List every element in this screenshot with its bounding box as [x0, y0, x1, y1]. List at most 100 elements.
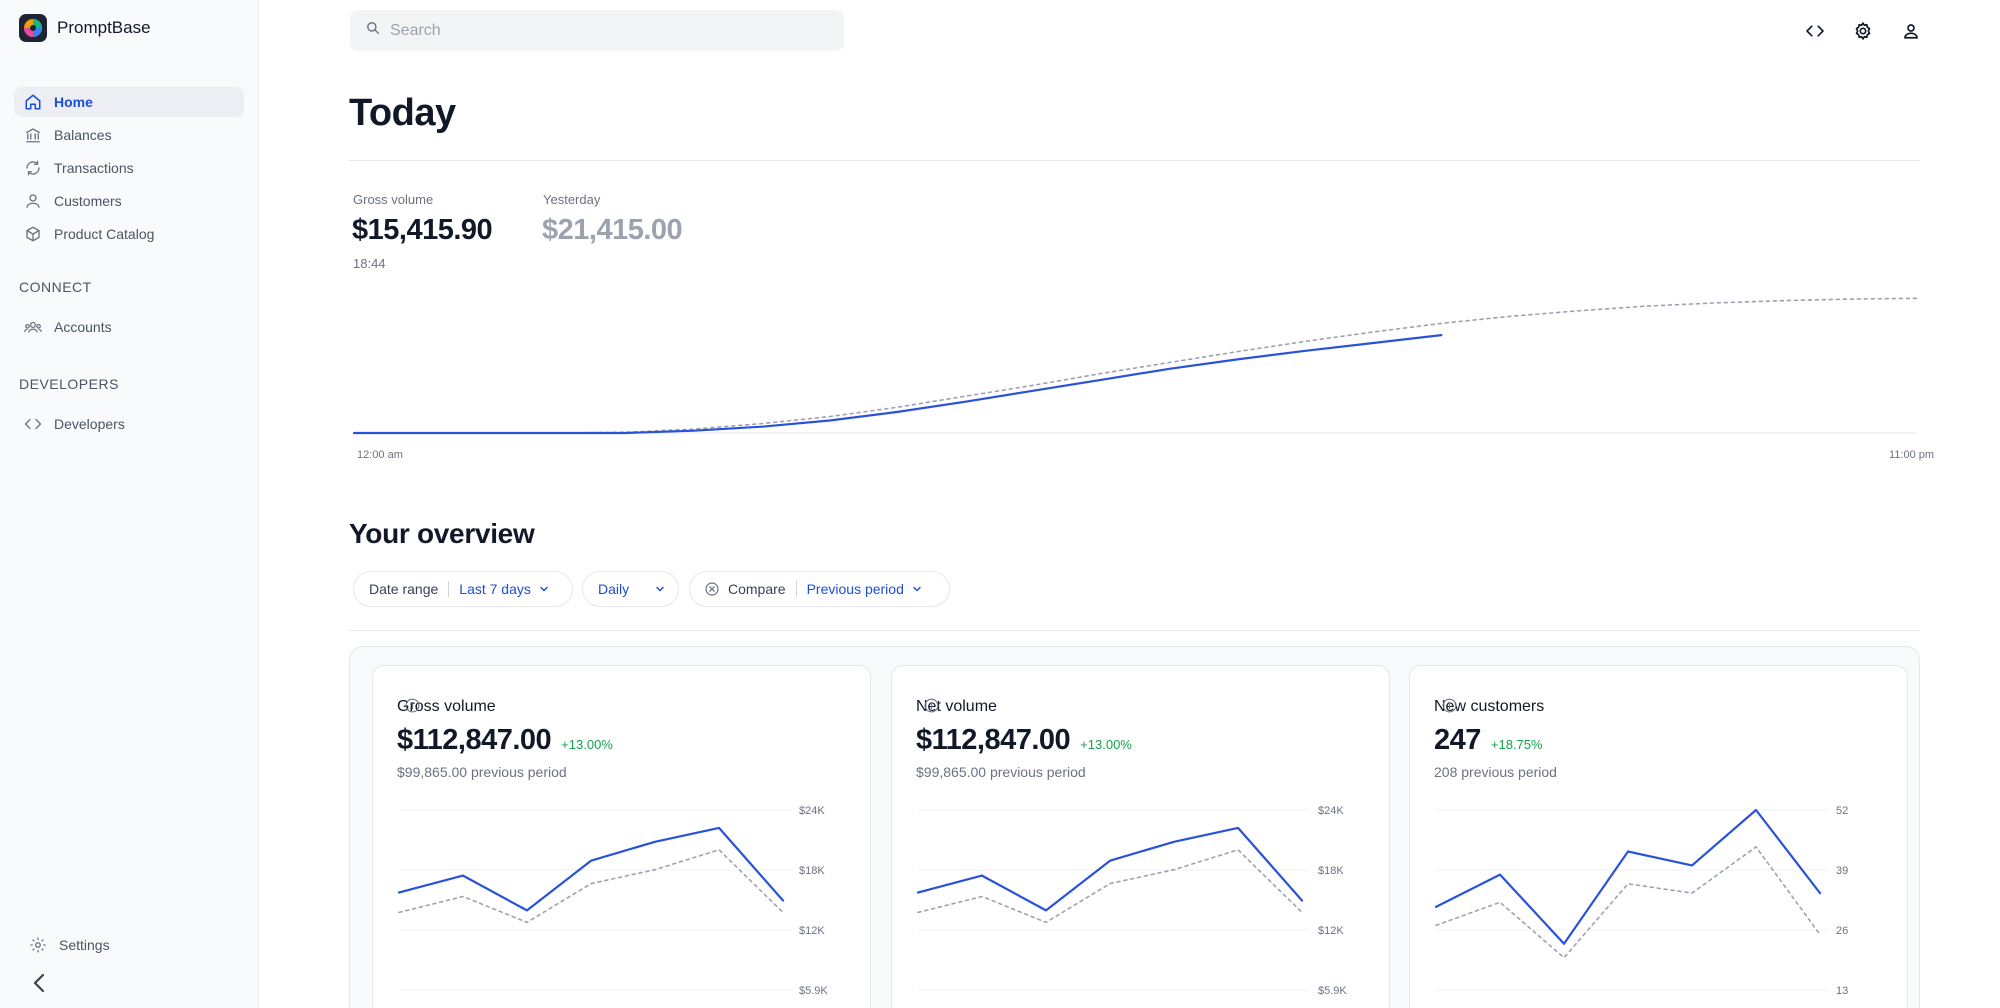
bank-icon: [24, 126, 42, 144]
brand-name: PromptBase: [57, 18, 151, 37]
close-circle-icon[interactable]: [705, 582, 719, 596]
card-title: New customers: [1434, 698, 1544, 716]
sidebar-item-product-catalog[interactable]: Product Catalog: [14, 219, 244, 249]
card-change: +18.75%: [1490, 737, 1543, 752]
brand[interactable]: PromptBase: [19, 14, 151, 42]
compare-value: Previous period: [806, 581, 904, 597]
collapse-sidebar-button[interactable]: [28, 972, 50, 994]
date-range-filter[interactable]: Date range Last 7 days: [353, 571, 573, 607]
sidebar-item-label: Transactions: [54, 160, 134, 176]
y-tick-label: $24K: [1318, 805, 1344, 817]
series-line-yesterday: [353, 297, 1918, 434]
sidebar-item-settings[interactable]: Settings: [19, 930, 249, 960]
y-tick-label: 13: [1836, 985, 1848, 997]
search-input[interactable]: [390, 21, 810, 40]
compare-filter[interactable]: Compare Previous period: [689, 571, 950, 607]
series-line-current: [1434, 808, 1822, 945]
y-tick-label: $12K: [799, 925, 825, 937]
gear-icon: [1855, 22, 1871, 40]
y-tick-label: 52: [1836, 805, 1848, 817]
sidebar-item-label: Customers: [54, 193, 122, 209]
home-icon: [24, 93, 42, 111]
sidebar-item-label: Accounts: [54, 319, 112, 335]
date-range-value: Last 7 days: [459, 581, 531, 597]
user-icon: [1904, 24, 1918, 39]
net-volume-chart: $24K $18K $12K $5.9K: [916, 805, 1347, 997]
new-customers-chart: 52 39 26 13: [1434, 805, 1848, 997]
sidebar-item-label: Home: [54, 94, 93, 110]
sidebar-item-home[interactable]: Home: [14, 87, 244, 117]
metric-card-new-customers[interactable]: New customers 247 +18.75% 208 previous p…: [1409, 665, 1908, 1008]
series-line-current: [916, 826, 1304, 912]
x-axis-start-label: 12:00 am: [357, 449, 403, 461]
card-previous: 208 previous period: [1434, 764, 1557, 780]
card-change: +13.00%: [1080, 737, 1132, 752]
card-value: $112,847.00 +13.00%: [916, 724, 1132, 757]
gross-volume-chart: $24K $18K $12K $5.9K: [397, 805, 828, 997]
interval-value: Daily: [598, 581, 630, 597]
info-icon[interactable]: [924, 698, 939, 713]
divider: [349, 160, 1920, 161]
section-connect: CONNECT: [19, 279, 92, 295]
yesterday-value: $21,415.00: [542, 214, 683, 246]
developer-code-button[interactable]: [1804, 20, 1826, 42]
search-bar[interactable]: [350, 10, 844, 51]
sidebar-item-label: Balances: [54, 127, 112, 143]
series-line-previous: [398, 849, 784, 924]
settings-button[interactable]: [1852, 20, 1874, 42]
sidebar-item-label: Settings: [59, 937, 110, 953]
card-title-text: New customers: [1434, 698, 1545, 715]
info-icon[interactable]: [405, 698, 420, 713]
y-tick-label: $24K: [799, 805, 825, 817]
sidebar-item-developers[interactable]: Developers: [14, 409, 244, 439]
overview-title: Your overview: [349, 518, 535, 549]
divider: [448, 581, 450, 597]
sidebar-item-transactions[interactable]: Transactions: [14, 153, 244, 183]
chevron-down-icon: [540, 586, 548, 592]
series-line-today: [352, 334, 1443, 435]
refresh-icon: [24, 159, 42, 177]
gross-volume-value: $15,415.90: [352, 214, 493, 246]
section-developers: DEVELOPERS: [19, 376, 119, 392]
user-icon: [24, 192, 42, 210]
x-axis-end-label: 11:00 pm: [1889, 449, 1935, 461]
card-title-text: Net volume: [916, 698, 997, 715]
interval-filter[interactable]: Daily: [582, 571, 679, 607]
gross-volume-time: 18:44: [353, 256, 386, 271]
sidebar-item-customers[interactable]: Customers: [14, 186, 244, 216]
card-title: Gross volume: [397, 698, 496, 716]
sidebar-item-accounts[interactable]: Accounts: [14, 312, 244, 342]
card-value: 247 +18.75%: [1434, 724, 1543, 757]
info-icon[interactable]: [1442, 698, 1457, 713]
metric-card-net-volume[interactable]: Net volume $112,847.00 +13.00% $99,865.0…: [891, 665, 1390, 1008]
series-line-previous: [917, 849, 1303, 924]
sidebar-item-balances[interactable]: Balances: [14, 120, 244, 150]
code-icon: [24, 415, 42, 433]
compare-label: Compare: [728, 581, 786, 597]
card-title: Net volume: [916, 698, 997, 716]
chevron-down-icon: [913, 586, 921, 592]
divider: [349, 630, 1920, 631]
card-previous: $99,865.00 previous period: [916, 764, 1086, 780]
y-tick-label: 39: [1836, 865, 1848, 877]
card-value-text: $112,847.00: [916, 724, 1071, 756]
card-value: $112,847.00 +13.00%: [397, 724, 613, 757]
y-tick-label: $12K: [1318, 925, 1344, 937]
sidebar: PromptBase Home Balances Transactions Cu…: [0, 0, 259, 1008]
metric-card-gross-volume[interactable]: Gross volume $112,847.00 +13.00% $99,865…: [372, 665, 871, 1008]
y-tick-label: $18K: [799, 865, 825, 877]
card-previous: $99,865.00 previous period: [397, 764, 567, 780]
card-change: +13.00%: [561, 737, 613, 752]
chevron-left-icon: [33, 973, 45, 993]
gross-volume-label: Gross volume: [353, 192, 434, 207]
y-tick-label: $5.9K: [1318, 985, 1347, 997]
account-button[interactable]: [1900, 20, 1922, 42]
code-icon: [1806, 25, 1824, 37]
date-range-label: Date range: [369, 581, 439, 597]
series-line-current: [397, 826, 785, 912]
y-tick-label: $18K: [1318, 865, 1344, 877]
series-line-previous: [1435, 846, 1821, 959]
sidebar-item-label: Product Catalog: [54, 226, 155, 242]
divider: [795, 581, 797, 597]
brand-logo: [19, 14, 47, 42]
